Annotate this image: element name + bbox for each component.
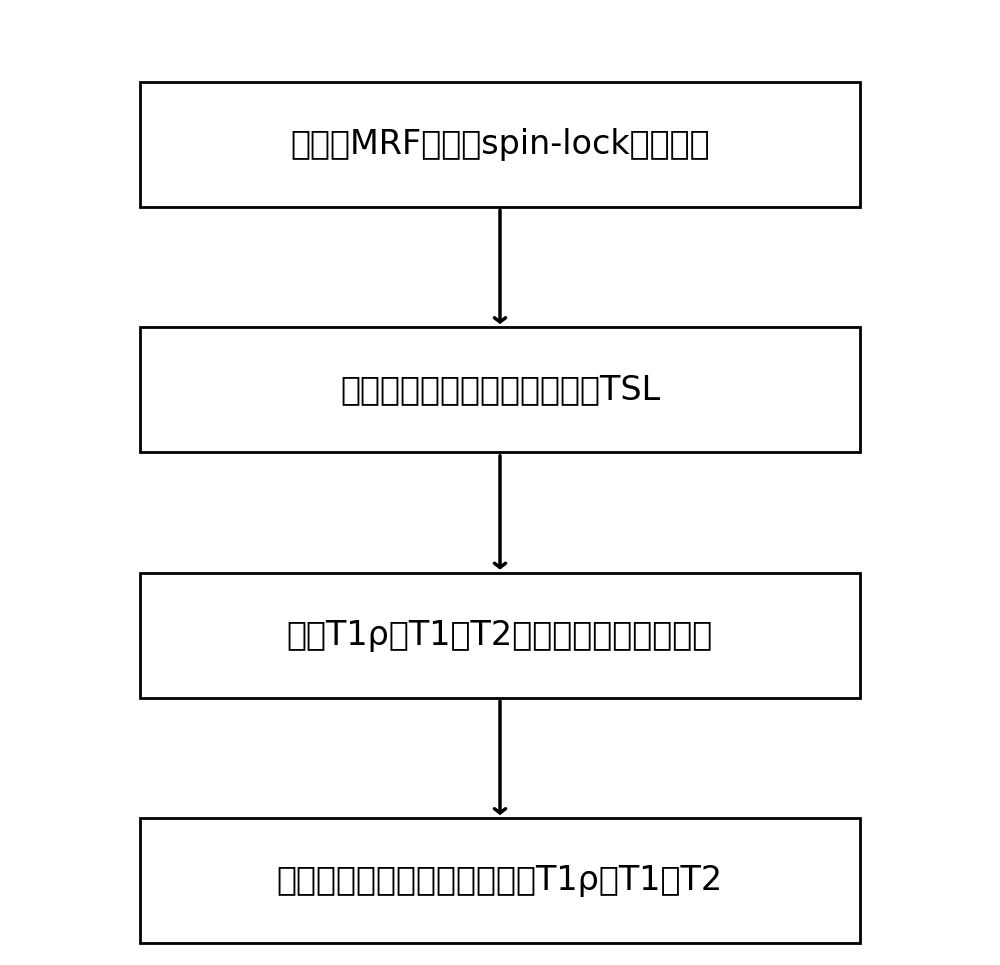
Bar: [140, 82, 860, 207]
Bar: [140, 327, 860, 453]
Text: 与预先建立的字典匹配定量出T1ρ、T1和T2: 与预先建立的字典匹配定量出T1ρ、T1和T2: [277, 865, 723, 897]
Text: 融合T1ρ、T1和T2信号演化进行图像采集: 融合T1ρ、T1和T2信号演化进行图像采集: [287, 619, 713, 651]
Bar: [140, 573, 860, 698]
Bar: [140, 818, 860, 944]
Text: 每一次重复改变自旋锁定时间TSL: 每一次重复改变自旋锁定时间TSL: [340, 373, 660, 406]
Text: 在传统MRF前增加spin-lock准备脉冲: 在传统MRF前增加spin-lock准备脉冲: [290, 128, 710, 161]
